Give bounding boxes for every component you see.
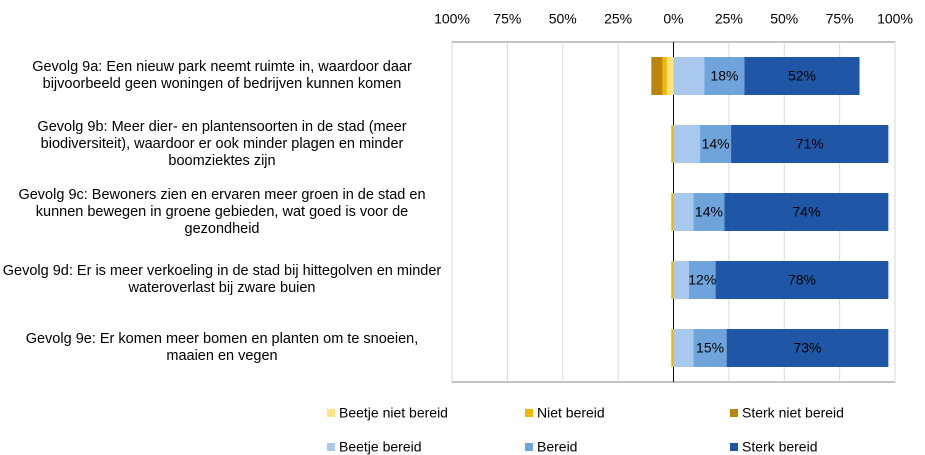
legend-label: Beetje bereid <box>339 439 422 455</box>
legend-swatch <box>327 443 335 451</box>
x-tick-label: 50% <box>549 11 577 27</box>
data-label: 14% <box>702 136 730 152</box>
x-tick-label: 25% <box>715 11 743 27</box>
bar-segment <box>671 261 674 299</box>
data-label: 15% <box>696 340 724 356</box>
legend-label: Sterk bereid <box>742 439 817 455</box>
category-label: Gevolg 9c: Bewoners zien en ervaren meer… <box>18 186 426 237</box>
legend-swatch <box>730 443 738 451</box>
bar-segment <box>744 57 860 95</box>
bar-segment <box>704 57 745 95</box>
bar-segment <box>666 57 674 95</box>
category-label: Gevolg 9e: Er komen meer bomen en plante… <box>25 331 419 364</box>
x-tick-label: 0% <box>663 11 683 27</box>
data-label: 52% <box>788 68 816 84</box>
legend-label: Sterk niet bereid <box>742 405 844 421</box>
bar-segment <box>671 329 674 367</box>
x-tick-label: 100% <box>434 11 470 27</box>
bar-segment <box>731 125 889 163</box>
x-tick-label: 100% <box>877 11 913 27</box>
bar-segment <box>673 329 694 367</box>
x-tick-label: 75% <box>493 11 521 27</box>
bar-segment <box>673 261 690 299</box>
data-label: 12% <box>688 272 716 288</box>
bar-segment <box>726 329 889 367</box>
bar-segment <box>651 57 663 95</box>
bar-segment <box>671 193 674 231</box>
bar-segment <box>715 261 889 299</box>
data-label: 78% <box>788 272 816 288</box>
data-label: 74% <box>792 204 820 220</box>
bar-segment <box>671 125 674 163</box>
bar-segment <box>662 57 667 95</box>
data-label: 18% <box>710 68 738 84</box>
bar-segment <box>700 125 732 163</box>
category-label: Gevolg 9d: Er is meer verkoeling in de s… <box>2 263 442 296</box>
bar-segment <box>689 261 716 299</box>
legend-label: Bereid <box>537 439 577 455</box>
legend-swatch <box>525 443 533 451</box>
x-tick-label: 25% <box>604 11 632 27</box>
bar-segment <box>673 193 694 231</box>
legend-swatch <box>525 409 533 417</box>
bar-segment <box>693 193 725 231</box>
legend-label: Niet bereid <box>537 405 605 421</box>
category-label: Gevolg 9b: Meer dier- en plantensoorten … <box>37 118 407 169</box>
data-label: 73% <box>793 340 821 356</box>
legend-swatch <box>327 409 335 417</box>
bar-segment <box>673 57 705 95</box>
x-tick-label: 50% <box>770 11 798 27</box>
bar-segment <box>724 193 889 231</box>
legend-swatch <box>730 409 738 417</box>
bar-segment <box>693 329 727 367</box>
x-tick-label: 75% <box>826 11 854 27</box>
bar-segment <box>673 125 701 163</box>
legend-label: Beetje niet bereid <box>339 405 448 421</box>
data-label: 71% <box>796 136 824 152</box>
data-label: 14% <box>695 204 723 220</box>
category-label: Gevolg 9a: Een nieuw park neemt ruimte i… <box>32 59 412 92</box>
